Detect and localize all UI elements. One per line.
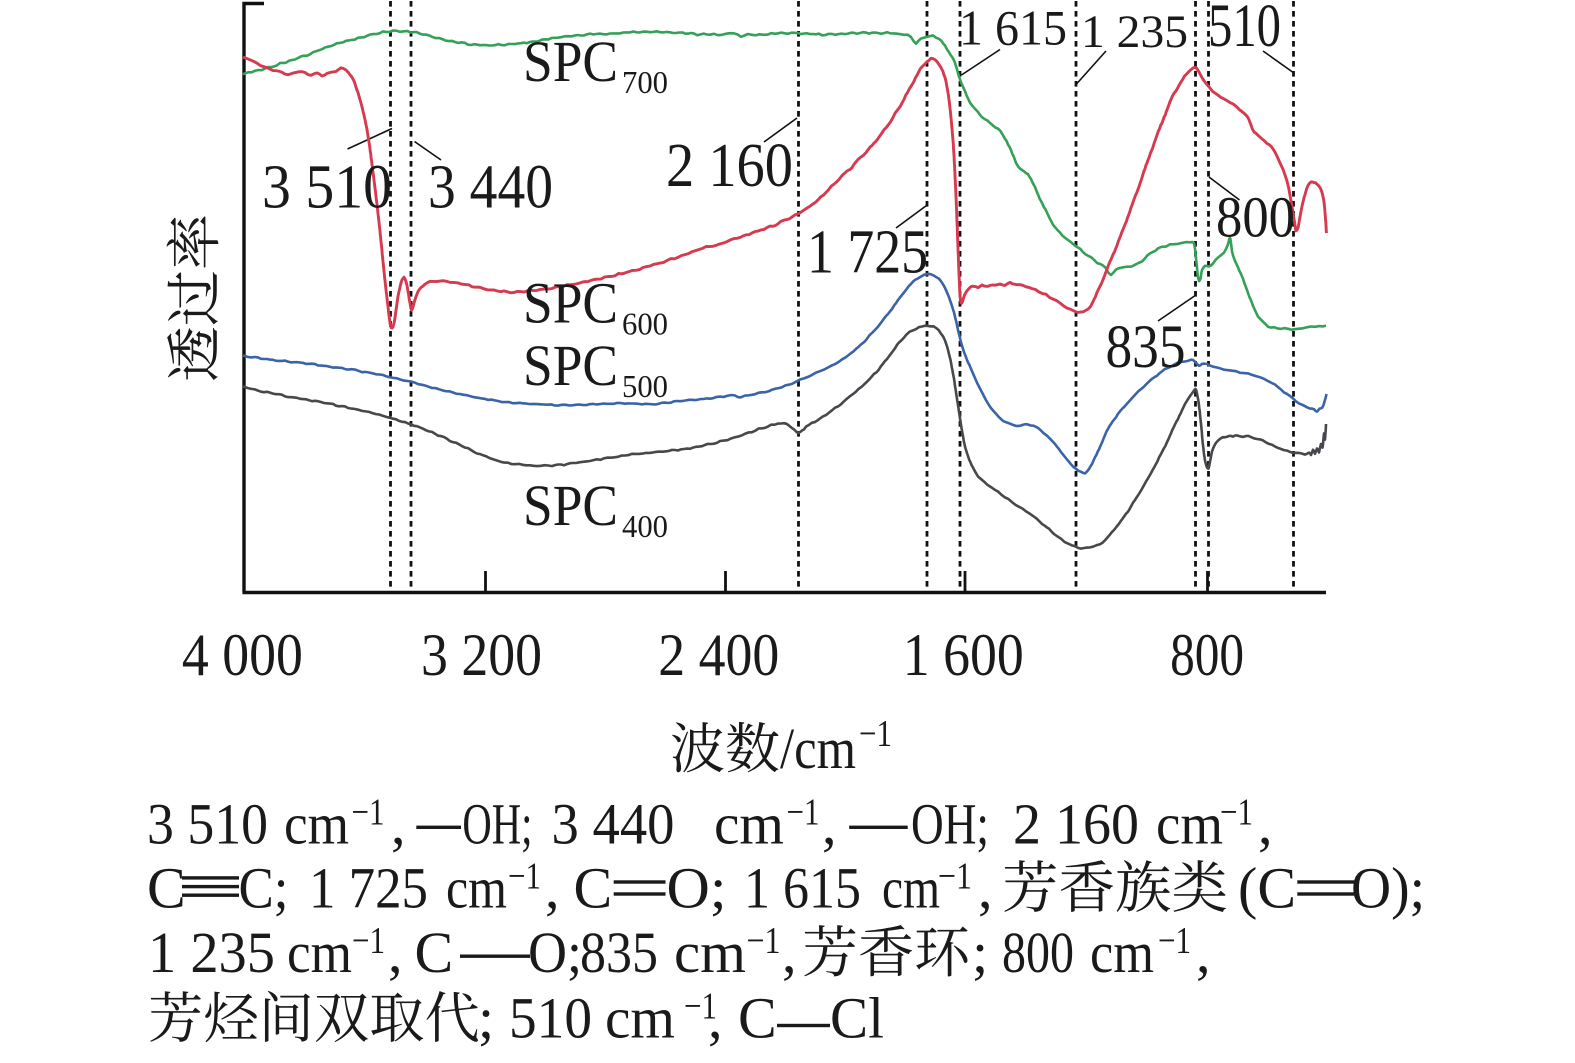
svg-text:,: , [1196, 920, 1211, 985]
svg-text:cm: cm [714, 792, 784, 857]
svg-text:−1: −1 [352, 791, 385, 833]
svg-text:cm: cm [1090, 920, 1154, 985]
svg-text:500: 500 [622, 368, 668, 404]
svg-text:(C: (C [1238, 856, 1296, 921]
svg-text:,: , [391, 792, 406, 857]
svg-text:1 725: 1 725 [309, 856, 428, 921]
svg-text:SPC: SPC [523, 333, 618, 398]
svg-text:600: 600 [622, 306, 668, 342]
svg-text:4 000: 4 000 [182, 622, 303, 688]
svg-text:C;: C; [239, 856, 289, 921]
svg-text:cm: cm [287, 920, 352, 985]
svg-text:700: 700 [622, 64, 668, 100]
svg-text:−1: −1 [787, 791, 820, 833]
svg-text:−1: −1 [1220, 791, 1253, 833]
svg-text:cm: cm [882, 856, 940, 921]
svg-text:,: , [822, 792, 837, 857]
svg-text:2 160: 2 160 [1013, 792, 1139, 857]
svg-text:cm: cm [674, 920, 746, 985]
svg-text:,: , [708, 986, 723, 1051]
svg-text:400: 400 [622, 508, 668, 544]
svg-text:3 510: 3 510 [147, 792, 268, 857]
svg-text:800: 800 [1170, 622, 1244, 688]
svg-text:3 440: 3 440 [552, 792, 675, 857]
svg-text:O;: O; [667, 856, 727, 921]
svg-text:510: 510 [1208, 0, 1281, 60]
svg-text:1 615: 1 615 [744, 856, 861, 921]
svg-text:;: ; [478, 986, 494, 1051]
svg-text:−1: −1 [508, 855, 541, 897]
svg-text:C: C [738, 986, 777, 1051]
svg-text:OH;: OH; [462, 792, 532, 857]
svg-text:cm: cm [284, 792, 349, 857]
svg-text:3 510: 3 510 [262, 154, 392, 222]
svg-text:835: 835 [1106, 314, 1186, 381]
svg-text:;: ; [972, 920, 988, 985]
svg-text:SPC: SPC [523, 473, 618, 538]
svg-text:−1: −1 [859, 713, 892, 755]
svg-text:O;: O; [528, 920, 582, 985]
svg-text:,: , [1258, 792, 1273, 857]
svg-text:OH;: OH; [911, 792, 989, 857]
svg-text:C: C [574, 856, 613, 921]
svg-text:,: , [978, 856, 993, 921]
svg-text:800: 800 [1002, 920, 1074, 985]
svg-text:−1: −1 [1158, 920, 1191, 962]
svg-text:,: , [545, 856, 560, 921]
svg-text:1 725: 1 725 [807, 219, 928, 287]
svg-text:510: 510 [509, 986, 592, 1051]
svg-text:1 235: 1 235 [148, 920, 275, 985]
svg-text:O);: O); [1351, 856, 1425, 921]
svg-text:2 160: 2 160 [666, 132, 793, 200]
svg-text:C: C [147, 856, 186, 921]
svg-text:800: 800 [1216, 185, 1295, 250]
svg-text:1 600: 1 600 [903, 622, 1024, 688]
svg-text:−1: −1 [684, 985, 717, 1027]
svg-text:cm: cm [605, 986, 675, 1051]
svg-text:SPC: SPC [523, 270, 618, 335]
svg-text:3 440: 3 440 [428, 154, 553, 222]
svg-text:835: 835 [580, 920, 658, 985]
svg-text:cm: cm [1156, 792, 1223, 857]
svg-text:C: C [415, 920, 454, 985]
svg-text:−1: −1 [352, 920, 385, 962]
svg-text:2 400: 2 400 [658, 622, 779, 688]
svg-text:SPC: SPC [523, 29, 618, 94]
svg-text:Cl: Cl [830, 986, 884, 1051]
svg-text:,: , [782, 920, 797, 985]
svg-text:3 200: 3 200 [421, 622, 542, 688]
svg-text:−1: −1 [938, 855, 972, 897]
svg-text:,: , [388, 920, 403, 985]
svg-text:1 615: 1 615 [959, 0, 1067, 55]
svg-text:−1: −1 [747, 920, 781, 962]
svg-text:/cm: /cm [780, 716, 856, 781]
svg-text:cm: cm [446, 856, 507, 921]
svg-text:1 235: 1 235 [1081, 6, 1188, 58]
